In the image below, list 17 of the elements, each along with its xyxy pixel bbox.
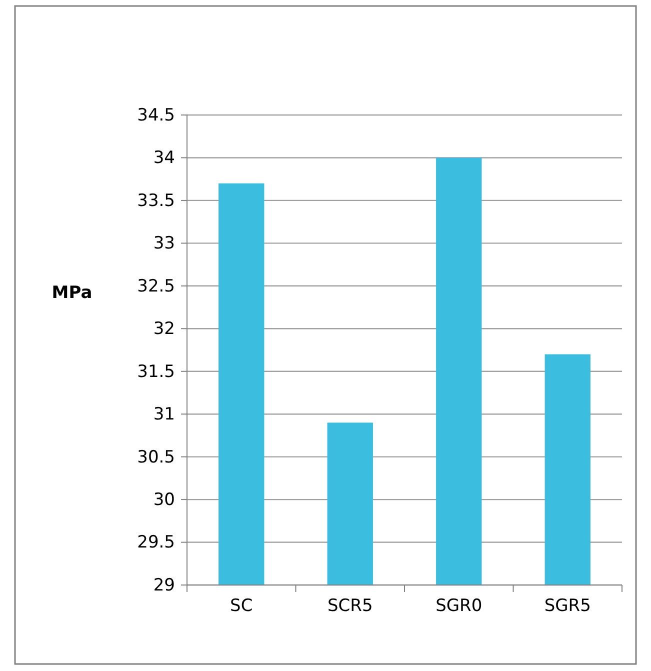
y-tick-label: 31.5 [137, 362, 175, 382]
x-tick-label: SC [230, 596, 253, 616]
y-tick-label: 29 [153, 575, 175, 596]
y-tick-label: 32.5 [137, 276, 175, 296]
y-tick-label: 30 [153, 490, 175, 510]
x-tick-label: SCR5 [327, 596, 373, 616]
y-tick-label: 34 [153, 148, 175, 168]
y-axis-title: MPa [52, 283, 92, 303]
x-tick-label: SGR5 [544, 596, 591, 616]
y-tick-label: 33 [153, 234, 175, 254]
y-tick-label: 31 [153, 404, 175, 425]
x-tick-label: SGR0 [436, 596, 482, 616]
y-tick-label: 29.5 [137, 532, 175, 553]
y-tick-label: 33.5 [137, 190, 175, 211]
y-tick-label: 34.5 [137, 105, 175, 126]
y-tick-label: 30.5 [137, 447, 175, 468]
y-tick-label: 32 [153, 319, 175, 340]
